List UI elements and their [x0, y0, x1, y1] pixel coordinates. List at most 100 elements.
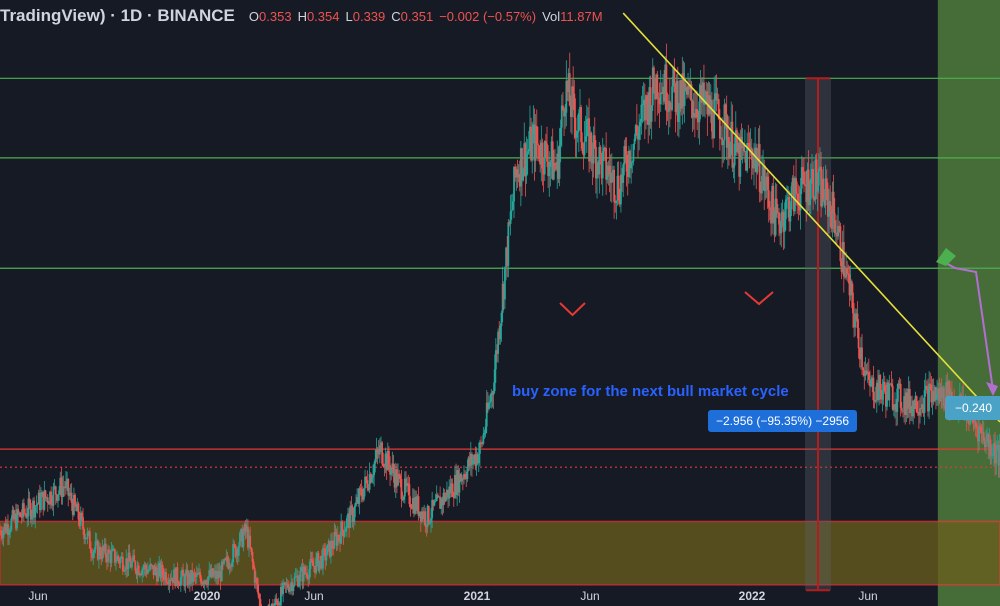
- candle-body-415: [471, 453, 473, 465]
- candle-body-314: [356, 497, 358, 503]
- candle-body-720: [817, 168, 820, 186]
- candle-body-484: [549, 161, 552, 167]
- candle-body-865: [982, 432, 985, 441]
- candle-body-725: [823, 199, 826, 206]
- candle-body-325: [368, 474, 371, 490]
- candle-body-738: [838, 225, 841, 227]
- candle-body-558: [633, 138, 636, 144]
- candle-body-658: [747, 143, 750, 145]
- candle-body-252: [285, 583, 288, 586]
- candle-body-631: [716, 99, 719, 101]
- candle-body-674: [765, 176, 768, 186]
- candle-body-784: [890, 383, 893, 386]
- measure-tool-layer: [805, 77, 832, 592]
- candle-body-633: [718, 118, 721, 139]
- candle-body-278: [315, 557, 318, 573]
- candle-body-103: [116, 555, 119, 561]
- candle-body-691: [784, 199, 787, 220]
- candle-body-213: [241, 528, 244, 547]
- candle-body-516: [585, 119, 588, 137]
- candle-body-546: [620, 174, 622, 205]
- candle-body-74: [83, 529, 86, 540]
- candle-body-284: [322, 548, 324, 569]
- candle-body-69: [77, 503, 80, 520]
- candle-body-91: [102, 546, 105, 552]
- candle-body-39: [43, 490, 46, 510]
- candle-body-387: [439, 496, 442, 509]
- candle-body-2: [1, 535, 4, 539]
- candle-body-698: [792, 177, 795, 212]
- candle-body-802: [911, 405, 913, 417]
- candle-body-330: [374, 459, 377, 464]
- candle-body-777: [882, 381, 885, 391]
- candle-body-167: [189, 573, 191, 584]
- candle-body-619: [703, 82, 705, 105]
- candle-body-630: [715, 93, 718, 101]
- candle-body-90: [101, 546, 104, 560]
- candle-body-13: [13, 513, 16, 520]
- candle-body-300: [340, 521, 343, 544]
- candle-body-485: [550, 141, 553, 162]
- candle-body-128: [144, 564, 147, 570]
- candle-body-498: [565, 80, 568, 113]
- candle-body-15: [16, 509, 18, 529]
- candle-body-829: [941, 387, 944, 399]
- candle-body-53: [59, 477, 62, 491]
- candle-body-344: [390, 469, 393, 475]
- candle-body-606: [688, 85, 691, 90]
- candle-body-760: [863, 370, 866, 376]
- price-tag: −0.240: [945, 396, 1000, 420]
- candle-body-679: [771, 185, 774, 224]
- candle-body-583: [662, 86, 664, 94]
- candle-body-723: [821, 178, 824, 207]
- candle-body-419: [475, 454, 478, 466]
- candle-body-335: [380, 442, 382, 446]
- candle-body-12: [12, 510, 15, 520]
- candle-body-285: [323, 548, 326, 550]
- candle-body-460: [522, 169, 525, 181]
- candle-body-666: [756, 161, 759, 173]
- candle-body-260: [294, 576, 297, 578]
- candle-body-669: [759, 191, 762, 194]
- candle-body-316: [358, 488, 361, 504]
- candle-body-721: [819, 166, 821, 169]
- candle-body-345: [391, 463, 394, 470]
- candle-body-455: [516, 169, 519, 178]
- candle-body-271: [307, 577, 310, 580]
- candle-body-709: [805, 185, 808, 203]
- candle-body-416: [472, 459, 474, 465]
- candle-body-869: [987, 433, 990, 448]
- candle-body-765: [869, 380, 871, 387]
- candle-body-870: [988, 439, 991, 448]
- candle-body-34: [37, 492, 40, 504]
- candle-body-299: [339, 537, 341, 544]
- candle-body-569: [646, 95, 648, 104]
- candle-body-40: [44, 490, 47, 499]
- candle-body-322: [365, 476, 368, 481]
- candle-body-566: [642, 99, 645, 105]
- candle-body-310: [351, 506, 354, 523]
- candle-body-386: [438, 496, 440, 498]
- candle-body-68: [76, 503, 79, 512]
- candle-body-92: [103, 543, 106, 552]
- candle-body-696: [790, 186, 793, 210]
- candle-body-510: [579, 106, 581, 113]
- candle-body-184: [208, 570, 211, 577]
- candle-body-227: [257, 584, 260, 595]
- candle-body-513: [582, 148, 585, 156]
- candle-body-500: [567, 73, 570, 92]
- candle-body-877: [996, 444, 999, 450]
- candle-body-397: [450, 483, 453, 494]
- candle-body-421: [477, 453, 480, 464]
- candle-body-463: [525, 153, 528, 177]
- candle-body-183: [207, 576, 210, 585]
- candle-body-242: [274, 598, 277, 606]
- candle-body-478: [542, 168, 545, 175]
- candle-body-528: [599, 146, 602, 155]
- candle-body-220: [249, 535, 252, 548]
- candle-body-186: [210, 568, 213, 577]
- candle-body-375: [425, 525, 428, 528]
- candle-body-505: [573, 93, 576, 118]
- candle-body-346: [392, 463, 395, 474]
